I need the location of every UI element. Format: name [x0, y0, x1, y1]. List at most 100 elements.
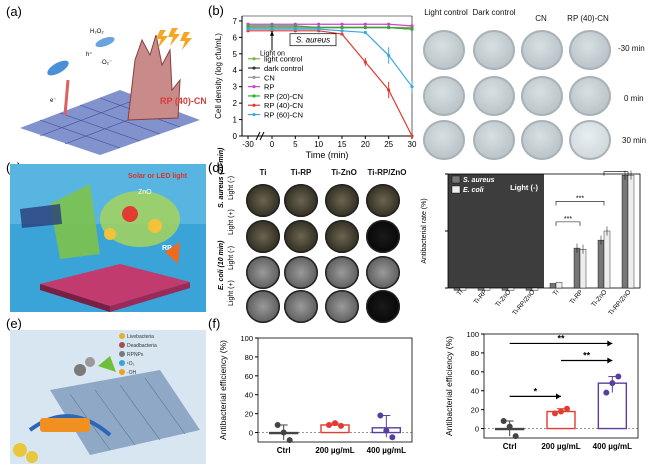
plate-row-label: Light (+): [228, 209, 235, 235]
data-point: [512, 433, 519, 440]
plate-row-label: Light (-): [228, 175, 235, 200]
legend-entry: E. coli: [463, 187, 485, 194]
label-h: h⁺: [86, 51, 93, 58]
rp-particle-icon: [122, 206, 138, 222]
y-tick-label: 4: [233, 66, 238, 75]
plate-group-label: S. aureus (20 min): [218, 147, 225, 208]
legend-singlet: ¹O₂: [127, 361, 135, 367]
petri-dish: [569, 76, 611, 116]
series-point: [246, 24, 250, 28]
label-o2: ·O₂⁻: [100, 60, 112, 66]
plot-frame: [257, 337, 413, 443]
x-tick-label: Ti-RP/ZnO: [511, 289, 536, 317]
legend-dead-icon: [119, 342, 125, 348]
data-point: [558, 408, 564, 415]
legend-entry: dark control: [264, 64, 304, 73]
significance-bracket: [555, 201, 605, 206]
data-point: [615, 373, 622, 380]
series-line: [248, 30, 413, 137]
bar: [627, 174, 635, 289]
plate-row-label: Light (-): [228, 245, 235, 270]
x-tick-label: Ctrl: [503, 442, 517, 451]
label-h2o2: H₂O₂: [90, 29, 104, 35]
petri-dish: [569, 30, 611, 70]
legend-rpnp-icon: [119, 351, 125, 357]
chart-f-left: 0 20 40 60 80 100 Antibacterial efficiency (%)…: [218, 334, 413, 455]
implant-substrate: [40, 264, 190, 306]
panel-label-e: (e): [6, 316, 22, 331]
arrowhead-icon: [607, 340, 613, 347]
x-tick-label: 25: [384, 140, 393, 149]
y-tick-label: 3: [233, 83, 238, 92]
y-tick-label: 0: [233, 132, 238, 141]
x-tick-label: -30: [242, 140, 254, 149]
plate-row-label: Light (+): [228, 280, 235, 306]
agar-plate: [284, 184, 318, 217]
series-point: [340, 22, 344, 26]
x-tick-label: 15: [338, 140, 347, 149]
series-line: [248, 23, 413, 27]
series-point: [293, 27, 297, 31]
bacteria-membrane: [50, 184, 100, 259]
data-point: [286, 437, 293, 444]
petri-col-label: RP (40)-CN: [567, 14, 609, 23]
panel-label-d: (d): [208, 160, 224, 175]
x-tick-label: 200 µg/mL: [541, 442, 580, 451]
arrow-left-icon: [20, 204, 62, 228]
legend-marker: [252, 75, 256, 79]
bar: [483, 287, 491, 291]
significance-bracket: [555, 221, 581, 226]
x-tick-label: Ti-ZnO: [494, 289, 512, 309]
y-tick-label: 40: [245, 391, 253, 400]
y-tick-label: 100: [240, 334, 253, 343]
chart-f-right: 0 20 40 60 80 100 Antibacterial efficiency (%)…: [444, 330, 639, 451]
plate-col-label: Ti-RP: [290, 168, 312, 177]
series-point: [410, 134, 414, 138]
agar-plate: [366, 220, 400, 253]
y-tick-label: 60: [245, 372, 253, 381]
arrow-up-icon: [165, 242, 180, 264]
series-point: [246, 27, 250, 31]
solar-label: Solar or LED light: [128, 173, 188, 180]
legend-marker: [252, 94, 256, 98]
x-tick-label: 20: [361, 140, 370, 149]
data-point: [377, 412, 384, 419]
series-point: [340, 29, 344, 33]
x-tick-label: 200 µg/mL: [315, 446, 354, 455]
legend-marker: [252, 112, 256, 117]
data-point: [274, 421, 281, 428]
data-point: [552, 410, 558, 417]
legend-entry: CN: [264, 73, 275, 82]
x-tick-label: Ctrl: [277, 446, 291, 455]
petri-dish: [473, 120, 515, 160]
x-tick-label: 5: [293, 140, 298, 149]
x-tick-label: 10: [314, 140, 323, 149]
plot-frame: [483, 333, 639, 439]
bar: [459, 287, 467, 291]
agar-plate: [246, 220, 280, 253]
arrow-up-icon: [63, 79, 70, 116]
legend-rpnp: RPNPs: [127, 352, 144, 358]
data-point: [506, 423, 513, 430]
bacterium-icon: [95, 36, 115, 48]
group-label: Light (+): [548, 183, 578, 192]
series-point: [387, 22, 391, 26]
arrowhead-icon: [607, 357, 613, 364]
series-line: [248, 25, 413, 30]
series-point: [387, 25, 391, 30]
y-tick-label: 20: [471, 406, 479, 415]
group-label: Light (-): [510, 183, 538, 192]
axis-break: [259, 131, 265, 141]
legend-marker: [252, 85, 256, 89]
zno-label: ZnO: [138, 189, 152, 196]
significance-bracket: [603, 171, 629, 176]
petri-row-label: 0 min: [624, 94, 644, 103]
zno-particle-icon: [148, 219, 162, 233]
legend-entry: RP (40)-CN: [264, 101, 303, 110]
series-point: [363, 22, 367, 26]
x-tick-label: Ti-ZnO: [590, 289, 608, 309]
panel-label-a: (a): [6, 4, 22, 19]
agar-plate: [246, 290, 280, 323]
panel-label-b: (b): [208, 3, 224, 18]
y-tick-label: 20: [245, 410, 253, 419]
